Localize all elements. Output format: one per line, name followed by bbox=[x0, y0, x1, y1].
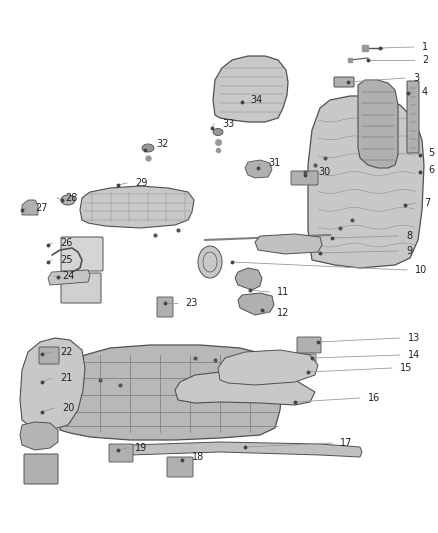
Text: 2: 2 bbox=[422, 55, 428, 65]
Text: 30: 30 bbox=[318, 167, 330, 177]
PathPatch shape bbox=[20, 422, 58, 450]
Text: 24: 24 bbox=[62, 271, 74, 281]
PathPatch shape bbox=[20, 338, 85, 430]
Ellipse shape bbox=[61, 195, 75, 205]
Text: 31: 31 bbox=[268, 158, 280, 168]
Text: 28: 28 bbox=[65, 193, 78, 203]
Text: 17: 17 bbox=[340, 438, 353, 448]
FancyBboxPatch shape bbox=[407, 81, 419, 153]
PathPatch shape bbox=[218, 350, 318, 385]
FancyBboxPatch shape bbox=[334, 77, 354, 87]
FancyBboxPatch shape bbox=[61, 237, 103, 271]
PathPatch shape bbox=[238, 293, 274, 315]
Text: 13: 13 bbox=[408, 333, 420, 343]
Text: 18: 18 bbox=[192, 452, 204, 462]
Text: 4: 4 bbox=[422, 87, 428, 97]
PathPatch shape bbox=[245, 160, 272, 178]
Text: 26: 26 bbox=[60, 238, 72, 248]
PathPatch shape bbox=[175, 372, 315, 405]
Text: 8: 8 bbox=[406, 231, 412, 241]
FancyBboxPatch shape bbox=[291, 171, 318, 185]
PathPatch shape bbox=[80, 186, 194, 228]
FancyBboxPatch shape bbox=[297, 337, 321, 353]
FancyBboxPatch shape bbox=[109, 444, 133, 462]
PathPatch shape bbox=[128, 442, 362, 457]
FancyBboxPatch shape bbox=[157, 297, 173, 317]
PathPatch shape bbox=[58, 345, 282, 440]
FancyBboxPatch shape bbox=[24, 454, 58, 484]
PathPatch shape bbox=[235, 268, 262, 290]
Text: 9: 9 bbox=[406, 246, 412, 256]
Text: 11: 11 bbox=[277, 287, 289, 297]
Text: 23: 23 bbox=[185, 298, 198, 308]
Text: 19: 19 bbox=[135, 443, 147, 453]
Text: 22: 22 bbox=[60, 347, 73, 357]
PathPatch shape bbox=[213, 56, 288, 122]
Text: 25: 25 bbox=[60, 255, 73, 265]
Text: 21: 21 bbox=[60, 373, 72, 383]
PathPatch shape bbox=[358, 80, 398, 168]
PathPatch shape bbox=[22, 200, 38, 215]
PathPatch shape bbox=[308, 96, 424, 268]
Text: 3: 3 bbox=[413, 73, 419, 83]
Text: 7: 7 bbox=[424, 198, 430, 208]
Text: 29: 29 bbox=[135, 178, 147, 188]
Text: 5: 5 bbox=[428, 148, 434, 158]
Text: 16: 16 bbox=[368, 393, 380, 403]
Text: 14: 14 bbox=[408, 350, 420, 360]
FancyBboxPatch shape bbox=[61, 273, 101, 303]
Text: 34: 34 bbox=[250, 95, 262, 105]
Text: 32: 32 bbox=[156, 139, 168, 149]
FancyBboxPatch shape bbox=[284, 354, 316, 364]
FancyBboxPatch shape bbox=[167, 457, 193, 477]
Text: 15: 15 bbox=[400, 363, 412, 373]
Ellipse shape bbox=[142, 144, 154, 152]
Text: 12: 12 bbox=[277, 308, 290, 318]
Ellipse shape bbox=[213, 128, 223, 135]
Ellipse shape bbox=[198, 246, 222, 278]
Text: 20: 20 bbox=[62, 403, 74, 413]
Text: 33: 33 bbox=[222, 119, 234, 129]
Text: 1: 1 bbox=[422, 42, 428, 52]
Text: 6: 6 bbox=[428, 165, 434, 175]
PathPatch shape bbox=[255, 234, 322, 254]
FancyBboxPatch shape bbox=[39, 347, 59, 364]
Text: 27: 27 bbox=[35, 203, 47, 213]
Text: 10: 10 bbox=[415, 265, 427, 275]
PathPatch shape bbox=[48, 270, 90, 285]
